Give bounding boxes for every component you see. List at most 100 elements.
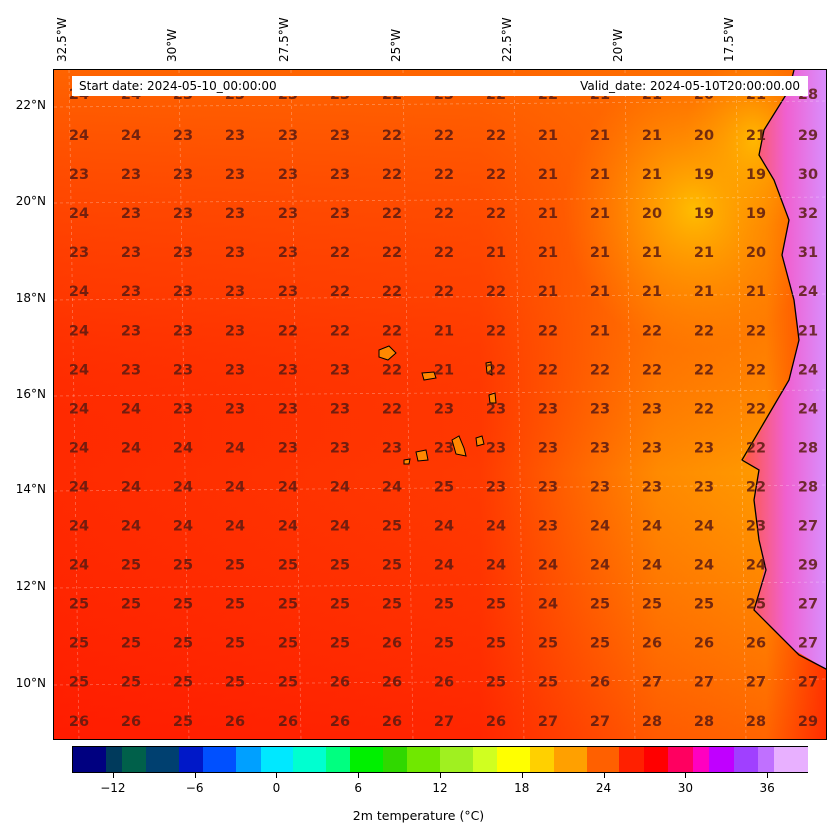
colorbar-swatch: [130, 747, 139, 772]
temperature-value: 23: [486, 479, 506, 495]
temperature-value: 21: [434, 323, 454, 339]
temperature-value: 25: [121, 597, 141, 613]
temperature-value: 25: [590, 597, 610, 613]
temperature-value: 24: [746, 558, 766, 574]
colorbar-swatch: [293, 747, 302, 772]
temperature-value: 25: [538, 675, 558, 691]
colorbar-swatch: [456, 747, 466, 772]
temperature-value: 25: [278, 558, 298, 574]
colorbar-swatch: [187, 747, 196, 772]
temperature-value: 29: [798, 558, 818, 574]
temperature-value: 26: [121, 714, 141, 730]
colorbar-tick-label: −12: [100, 781, 126, 795]
colorbar-swatch: [529, 747, 539, 772]
colorbar-swatch: [594, 747, 604, 772]
temperature-value: 19: [694, 206, 714, 222]
temperature-value: 27: [798, 597, 818, 613]
temperature-value: 22: [486, 284, 506, 300]
colorbar-tick-mark: [194, 773, 196, 778]
temperature-value: 22: [434, 206, 454, 222]
longitude-label: 25°W: [389, 28, 403, 62]
temperature-value: 23: [330, 128, 350, 144]
temperature-value: 22: [434, 284, 454, 300]
temperature-value: 26: [382, 714, 402, 730]
temperature-value: 27: [434, 714, 454, 730]
land-area: [744, 70, 826, 669]
colorbar-swatch: [162, 747, 172, 772]
colorbar-tick-mark: [358, 773, 360, 778]
colorbar-swatch: [195, 747, 205, 772]
colorbar-swatch: [505, 747, 514, 772]
temperature-value: 22: [382, 284, 402, 300]
temperature-value: 22: [694, 323, 714, 339]
temperature-value: 21: [590, 128, 610, 144]
temperature-value: 23: [121, 206, 141, 222]
temperature-value: 24: [486, 558, 506, 574]
temperature-value: 22: [486, 206, 506, 222]
temperature-value: 24: [278, 519, 298, 535]
coastline: [741, 70, 826, 670]
temperature-value: 27: [694, 675, 714, 691]
temperature-value: 26: [642, 636, 662, 652]
temperature-value: 25: [173, 636, 193, 652]
colorbar-swatch: [146, 747, 156, 772]
colorbar-swatch: [252, 747, 262, 772]
temperature-value: 28: [642, 714, 662, 730]
colorbar-tick-mark: [767, 773, 769, 778]
temperature-value: 24: [538, 558, 558, 574]
temperature-value: 24: [590, 558, 610, 574]
temperature-value: 23: [173, 167, 193, 183]
latitude-label: 18°N: [15, 291, 46, 305]
temperature-value: 25: [330, 558, 350, 574]
temperature-value: 23: [642, 401, 662, 417]
temperature-value: 23: [278, 128, 298, 144]
temperature-value: 20: [694, 128, 714, 144]
temperature-value: 23: [590, 401, 610, 417]
temperature-value: 24: [69, 362, 89, 378]
temperature-value: 24: [69, 558, 89, 574]
colorbar-swatch: [709, 747, 718, 772]
map-panel: 24 24 23 23 23 23 22 23 22 22 21 21 20 21 28 24 24 23 23 23…: [53, 69, 827, 740]
temperature-value: 27: [798, 519, 818, 535]
temperature-value: 23: [173, 206, 193, 222]
temperature-value: 25: [69, 636, 89, 652]
temperature-value: 24: [69, 519, 89, 535]
colorbar-swatch: [676, 747, 686, 772]
temperature-value: 22: [330, 284, 350, 300]
temperature-value: 23: [278, 284, 298, 300]
temperature-value: 21: [642, 167, 662, 183]
temperature-value: 21: [590, 245, 610, 261]
colorbar-swatch: [660, 747, 669, 772]
temperature-value: 22: [642, 323, 662, 339]
temperature-value: 25: [642, 597, 662, 613]
colorbar-swatch: [480, 747, 490, 772]
colorbar-swatch: [81, 747, 90, 772]
temperature-value: 21: [538, 284, 558, 300]
temperature-value: 22: [746, 440, 766, 456]
colorbar-swatch: [537, 747, 547, 772]
colorbar-swatch: [285, 747, 294, 772]
temperature-value: 23: [225, 206, 245, 222]
temperature-value: 24: [69, 206, 89, 222]
temperature-value: 23: [538, 479, 558, 495]
temperature-value: 26: [434, 675, 454, 691]
temperature-value: 21: [590, 167, 610, 183]
colorbar-tick-mark: [685, 773, 687, 778]
temperature-value: 25: [69, 597, 89, 613]
temperature-value: 24: [121, 479, 141, 495]
temperature-value: 24: [121, 440, 141, 456]
temperature-value: 25: [330, 636, 350, 652]
temperature-value: 24: [434, 558, 454, 574]
temperature-value: 23: [121, 284, 141, 300]
latitude-label: 10°N: [15, 676, 46, 690]
temperature-value: 25: [225, 675, 245, 691]
colorbar-swatch: [766, 747, 775, 772]
temperature-value: 25: [330, 597, 350, 613]
temperature-value: 23: [173, 245, 193, 261]
temperature-value: 24: [798, 284, 818, 300]
colorbar-swatch: [244, 747, 254, 772]
temperature-value: 26: [69, 714, 89, 730]
temperature-value: 21: [590, 284, 610, 300]
temperature-value: 23: [642, 479, 662, 495]
temperature-value: 23: [278, 206, 298, 222]
